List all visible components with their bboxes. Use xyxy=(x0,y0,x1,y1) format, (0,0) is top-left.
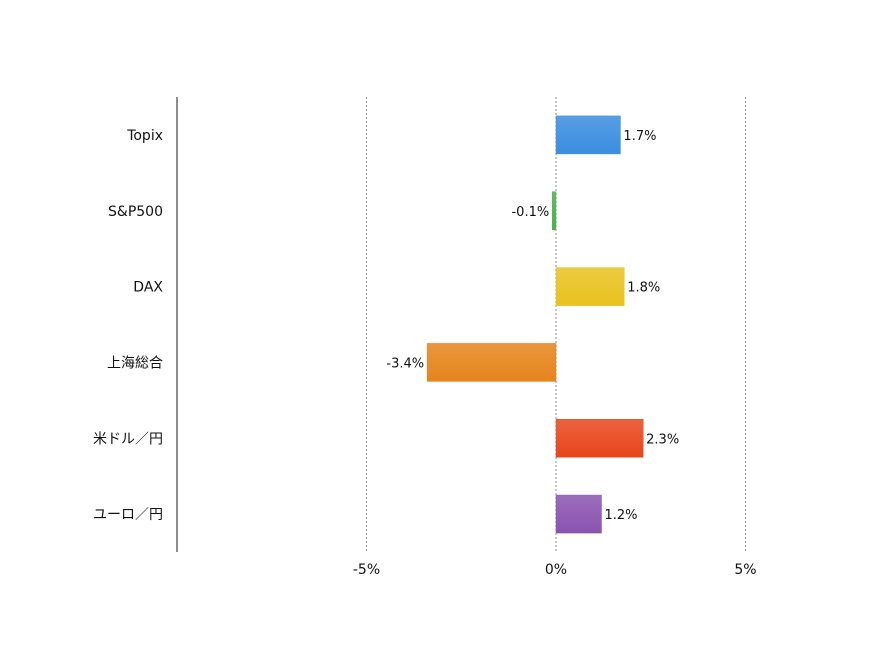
gridlines xyxy=(366,97,746,552)
data-label: 2.3% xyxy=(646,432,679,447)
category-label: 米ドル／円 xyxy=(93,431,163,447)
bar xyxy=(555,267,625,306)
data-label: 1.8% xyxy=(627,281,660,296)
category-label: Topix xyxy=(126,128,163,144)
category-label: DAX xyxy=(133,280,163,296)
data-label: 1.7% xyxy=(623,129,656,144)
category-label: 上海総合 xyxy=(107,355,163,371)
data-labels: 1.7% -0.1% 1.8% -3.4% 2.3% 1.2% xyxy=(386,129,679,523)
x-tick-label: 5% xyxy=(734,562,756,578)
category-label: S&P500 xyxy=(108,204,163,220)
x-tick-labels: -5%0%5%10% xyxy=(353,562,757,578)
x-tick-label: 0% xyxy=(545,562,567,578)
data-label: -3.4% xyxy=(386,356,424,371)
bar xyxy=(555,115,621,155)
bar xyxy=(555,494,602,534)
x-tick-label: -5% xyxy=(353,562,380,578)
data-label: -0.1% xyxy=(511,205,549,220)
bar xyxy=(551,191,557,230)
bar xyxy=(426,343,557,382)
category-label: ユーロ／円 xyxy=(93,507,163,523)
bars xyxy=(426,115,644,534)
bar xyxy=(555,419,644,458)
data-label: 1.2% xyxy=(604,508,637,523)
